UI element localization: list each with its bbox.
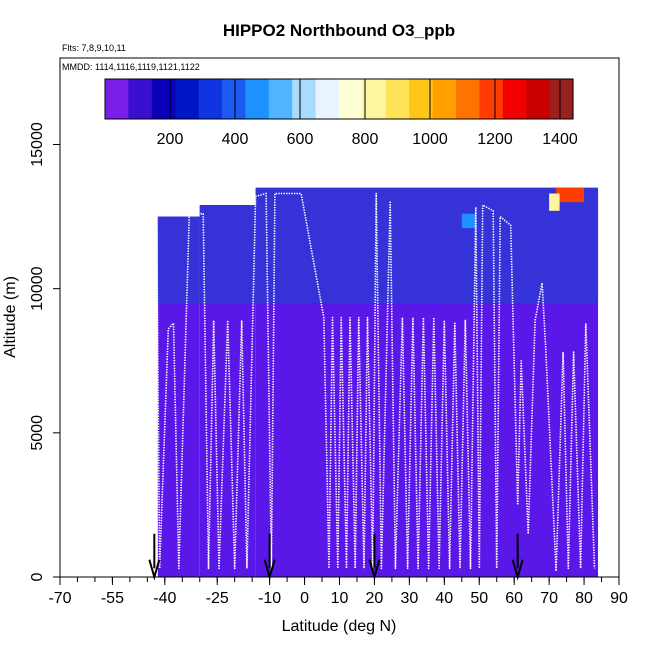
colorbar-tick-label: 400	[222, 131, 249, 148]
x-tick-label: 0	[300, 590, 309, 607]
colorbar-tick-label: 1200	[477, 131, 513, 148]
x-tick-label: 10	[331, 590, 349, 607]
x-tick-label: -70	[48, 590, 71, 607]
flights-label: Flts: 7,8,9,10,11	[62, 43, 126, 53]
colorbar-swatch	[526, 79, 551, 119]
colorbar-swatch	[105, 79, 129, 119]
colorbar	[104, 78, 574, 120]
colorbar-swatch	[456, 79, 480, 119]
x-tick-label: 50	[470, 590, 488, 607]
x-tick-label: 60	[505, 590, 523, 607]
x-tick-label: -40	[153, 590, 176, 607]
colorbar-swatch	[151, 79, 176, 119]
colorbar-swatch	[502, 79, 527, 119]
flight-track-line	[155, 192, 596, 573]
colorbar-tick-label: 600	[287, 131, 314, 148]
colorbar-swatch	[409, 79, 434, 119]
colorbar-tick-label: 1000	[412, 131, 448, 148]
colorbar-swatch	[549, 79, 574, 119]
colorbar-swatch	[479, 79, 504, 119]
colorbar-swatch	[268, 79, 293, 119]
field-high-o3-patch	[461, 213, 476, 229]
field-high-o3-patch	[549, 193, 560, 211]
x-tick-label: 70	[540, 590, 558, 607]
x-axis-label: Latitude (deg N)	[282, 618, 397, 635]
field-upper-band	[255, 187, 599, 304]
colorbar-swatch	[245, 79, 270, 119]
field-upper-band	[157, 216, 200, 304]
colorbar-swatch	[385, 79, 410, 119]
colorbar-swatch	[339, 79, 363, 119]
colorbar-tick-label: 800	[352, 131, 379, 148]
x-tick-label: 90	[610, 590, 628, 607]
field-upper-band	[199, 205, 256, 304]
colorbar-tick-label: 1400	[542, 131, 578, 148]
y-tick-label: 10000	[29, 266, 46, 311]
colorbar-swatch	[175, 79, 200, 119]
colorbar-swatch	[128, 79, 153, 119]
field-high-o3-patch	[556, 187, 585, 203]
x-tick-label: 80	[575, 590, 593, 607]
colorbar-ticks: 200 400 600 800 1000 1200 1400	[157, 79, 578, 148]
x-tick-label: 30	[400, 590, 418, 607]
colorbar-swatch	[432, 79, 457, 119]
x-axis: -70 -55 -40 -25 -10 0 10 20 30 40 50 60 70 80 90	[48, 577, 628, 607]
x-tick-label: 20	[366, 590, 384, 607]
dates-label: MMDD: 1114,1116,1119,1121,1122	[62, 62, 200, 72]
colorbar-tick-label: 200	[157, 131, 184, 148]
colorbar-swatch	[315, 79, 340, 119]
colorbar-swatch	[222, 79, 246, 119]
x-tick-label: -55	[101, 590, 124, 607]
y-tick-label: 15000	[29, 122, 46, 167]
chart-title: HIPPO2 Northbound O3_ppb	[223, 21, 455, 40]
o3-field	[157, 187, 599, 577]
x-tick-label: 40	[435, 590, 453, 607]
x-tick-label: -10	[258, 590, 281, 607]
colorbar-swatch	[362, 79, 387, 119]
colorbar-frame	[104, 78, 574, 120]
flight-track	[155, 192, 596, 573]
y-axis-label: Altitude (m)	[2, 276, 19, 358]
x-tick-label: -25	[206, 590, 229, 607]
y-axis: 0 5000 10000 15000	[29, 122, 60, 581]
y-tick-label: 5000	[29, 415, 46, 451]
y-tick-label: 0	[29, 572, 46, 581]
colorbar-swatch	[292, 79, 317, 119]
colorbar-swatch	[198, 79, 223, 119]
